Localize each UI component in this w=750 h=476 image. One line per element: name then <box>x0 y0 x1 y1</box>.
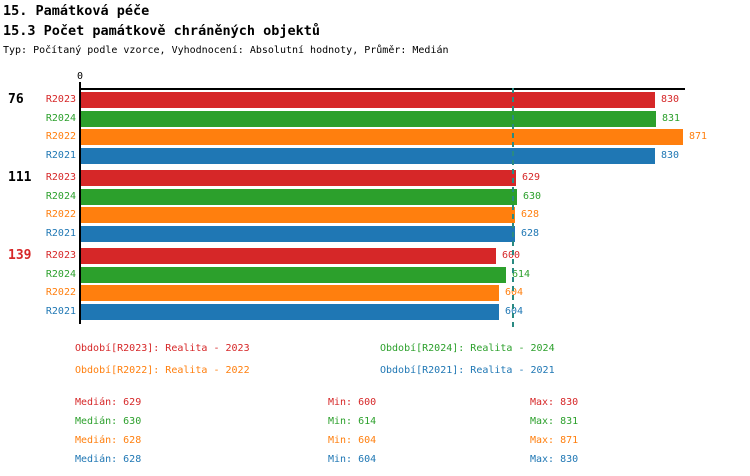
stat-max-4: Max: 830 <box>530 454 579 465</box>
bar-value-label-r2023: 600 <box>502 250 520 262</box>
bar-r2021-group-76 <box>81 148 655 164</box>
bar-value-label-r2021: 830 <box>661 150 680 161</box>
bar-value-label-r2021: 604 <box>505 306 524 317</box>
bar-series-label-r2023: R2023 <box>45 250 76 261</box>
chart-bars-layer: 76 R2023 830 R2024 831 R2022 871 R2021 830 111 R20… <box>8 92 708 320</box>
bar-value-label-r2023: 629 <box>522 172 541 183</box>
bar-value-label-r2024: 831 <box>662 113 681 124</box>
page-title-indicator: 15.3 Počet památkově chráněných objektů <box>3 23 320 39</box>
bar-series-label-r2023: R2023 <box>45 94 76 105</box>
stat-max-1: Max: 830 <box>530 397 579 408</box>
bar-series-label-r2021: R2021 <box>45 306 76 317</box>
bar-series-label-r2024: R2024 <box>45 191 76 202</box>
bar-value-label-r2024: 630 <box>523 191 542 202</box>
stat-min-3: Min: 604 <box>328 435 377 446</box>
group-label-111: 111 <box>8 170 32 185</box>
chart-stats: Medián: 629 Min: 600 Max: 830 Medián: 630 Mi… <box>0 392 750 476</box>
bar-series-label-r2021: R2021 <box>45 228 76 239</box>
group-label-76: 76 <box>8 92 24 107</box>
bar-r2023-group-139 <box>81 248 496 264</box>
bar-value-label-r2022: 628 <box>521 209 540 220</box>
bar-r2023-group-76 <box>81 92 655 108</box>
bar-r2021-group-139 <box>81 304 499 320</box>
bar-series-label-r2022: R2022 <box>45 287 76 298</box>
y-axis-line <box>79 88 81 324</box>
stat-min-4: Min: 604 <box>328 454 377 465</box>
legend-item-4: Období[R2021]: Realita - 2021 <box>380 365 555 376</box>
bar-series-label-r2022: R2022 <box>45 131 76 142</box>
bar-series-label-r2021: R2021 <box>45 150 76 161</box>
bar-r2022-group-111 <box>81 207 515 223</box>
stat-median-2: Medián: 630 <box>75 416 142 427</box>
bar-series-label-r2024: R2024 <box>45 269 76 280</box>
legend-item-2: Období[R2024]: Realita - 2024 <box>380 343 555 354</box>
stat-median-1: Medián: 629 <box>75 397 142 408</box>
stat-min-1: Min: 600 <box>328 397 377 408</box>
stat-max-2: Max: 831 <box>530 416 579 427</box>
bar-value-label-r2022: 871 <box>689 131 708 142</box>
stat-min-2: Min: 614 <box>328 416 377 427</box>
bar-r2024-group-111 <box>81 189 517 205</box>
x-axis-zero-label: 0 <box>76 71 84 82</box>
page-subtitle: Typ: Počítaný podle vzorce, Vyhodnocení:… <box>3 45 449 56</box>
median-reference-line <box>512 88 514 330</box>
legend-item-1: Období[R2023]: Realita - 2023 <box>75 343 250 354</box>
group-label-139: 139 <box>8 248 32 263</box>
bar-r2024-group-139 <box>81 267 506 283</box>
page-title-section: 15. Památková péče <box>3 3 150 19</box>
bar-r2022-group-139 <box>81 285 499 301</box>
bar-value-label-r2022: 604 <box>505 287 524 298</box>
stat-median-4: Medián: 628 <box>75 454 142 465</box>
bar-r2024-group-76 <box>81 111 656 127</box>
bar-value-label-r2023: 830 <box>661 94 680 105</box>
bar-series-label-r2022: R2022 <box>45 209 76 220</box>
bar-value-label-r2021: 628 <box>521 228 540 239</box>
bar-series-label-r2023: R2023 <box>45 172 76 183</box>
legend-item-3: Období[R2022]: Realita - 2022 <box>75 365 250 376</box>
x-axis-tick <box>79 82 81 88</box>
bar-r2021-group-111 <box>81 226 515 242</box>
stat-median-3: Medián: 628 <box>75 435 142 446</box>
chart-area: 0 76 R2023 830 R2024 831 R2022 871 R2021 830 111 R… <box>8 71 708 330</box>
bar-value-label-r2024: 614 <box>512 269 531 280</box>
stat-max-3: Max: 871 <box>530 435 579 446</box>
chart-top-border <box>80 88 685 90</box>
bar-series-label-r2024: R2024 <box>45 113 76 124</box>
chart-legend: Období[R2023]: Realita - 2023 Období[R202… <box>0 335 750 385</box>
bar-r2023-group-111 <box>81 170 516 186</box>
bar-r2022-group-76 <box>81 129 683 145</box>
